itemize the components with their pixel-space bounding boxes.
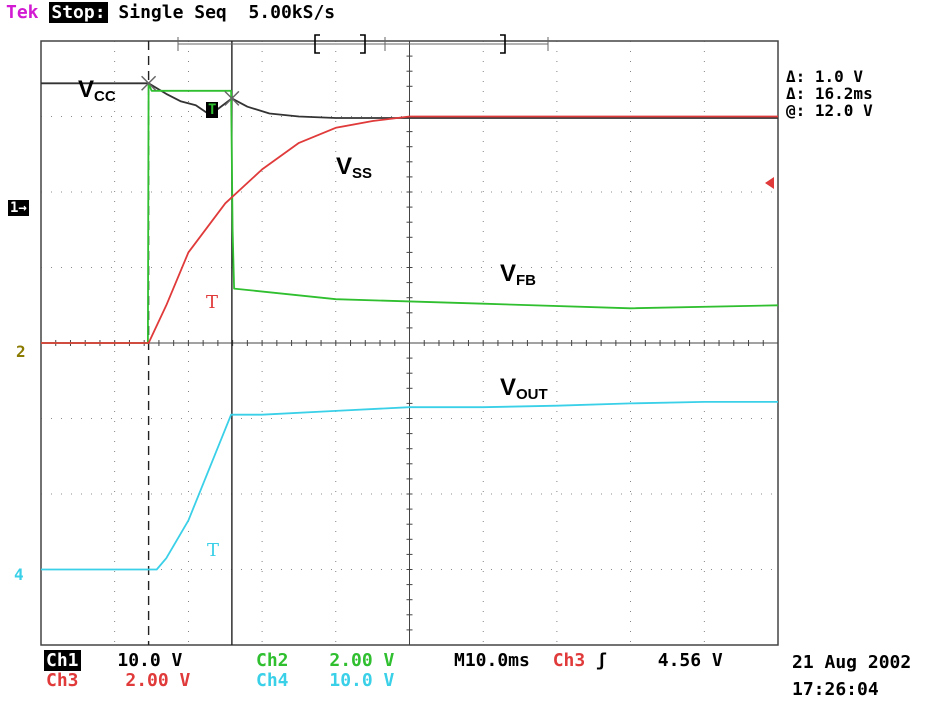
ch3-scale: 2.00 V [125,670,191,691]
ch1-scale: 10.0 V [117,650,183,671]
footer-ch4: Ch4 10.0 V [256,670,394,691]
trigger-marker-ch4: T [207,540,220,561]
brand-label: Tek [6,2,39,23]
graticule [40,40,779,646]
cursor-voltage: @: 12.0 V [786,101,873,120]
trace-layer [41,82,779,571]
ch4-label: Ch4 [256,670,289,691]
cursor-readout: Δ: 1.0 V Δ: 16.2ms @: 12.0 V [786,68,873,119]
view-bracket-right [500,34,506,54]
ch4-ground-marker: 4 [14,565,24,584]
view-bracket-left [314,34,320,54]
footer-ch2: Ch2 2.00 V [256,650,394,671]
ch4-scale: 10.0 V [329,670,395,691]
ch2-scale: 2.00 V [329,650,395,671]
scope-status-bar: Tek Stop: Single Seq 5.00kS/s [6,2,335,23]
run-status: Stop: [49,2,108,23]
ch2-ground-marker: 2 [16,342,26,361]
trace-ch3 [41,115,778,344]
footer-trigger: M10.0ms Ch3 ʃ 4.56 V [454,650,723,671]
trigger-marker-ch2: T [206,102,219,118]
trigger-source: Ch3 [552,650,586,671]
trigger-level-arrow [765,177,774,189]
delta-voltage: Δ: 1.0 V [786,67,864,86]
vcc-label: VCC [78,76,116,105]
trace-ch4 [41,400,778,571]
trace-ch2 [41,82,779,344]
delta-time: Δ: 16.2ms [786,84,873,103]
trigger-slope-icon: ʃ [596,650,607,671]
ch1-label: Ch1 [44,650,81,671]
sample-rate: 5.00kS/s [248,2,336,23]
ch2-label: Ch2 [256,650,289,671]
footer-ch1: Ch1 10.0 V [44,650,182,671]
timestamp: 21 Aug 2002 17:26:04 [792,652,911,700]
marker-layer [141,34,774,189]
ch1-ground-marker: 1→ [8,200,29,216]
footer-ch3: Ch3 2.00 V [46,670,190,691]
trace-ch1 [41,82,778,119]
capture-date: 21 Aug 2002 [792,652,912,673]
trigger-marker-ch3: T [206,292,219,313]
trigger-level: 4.56 V [657,650,723,671]
timebase: M10.0ms [454,650,530,671]
ch3-label: Ch3 [46,670,79,691]
view-bracket-mid [360,34,366,54]
acquire-mode: Single Seq [118,2,227,23]
capture-time: 17:26:04 [792,679,879,700]
vss-label: VSS [336,153,373,182]
vout-label: VOUT [500,374,548,403]
vfb-label: VFB [500,260,537,289]
cursor-crossing-marker [141,75,157,91]
cursor-crossing-marker [224,90,240,106]
